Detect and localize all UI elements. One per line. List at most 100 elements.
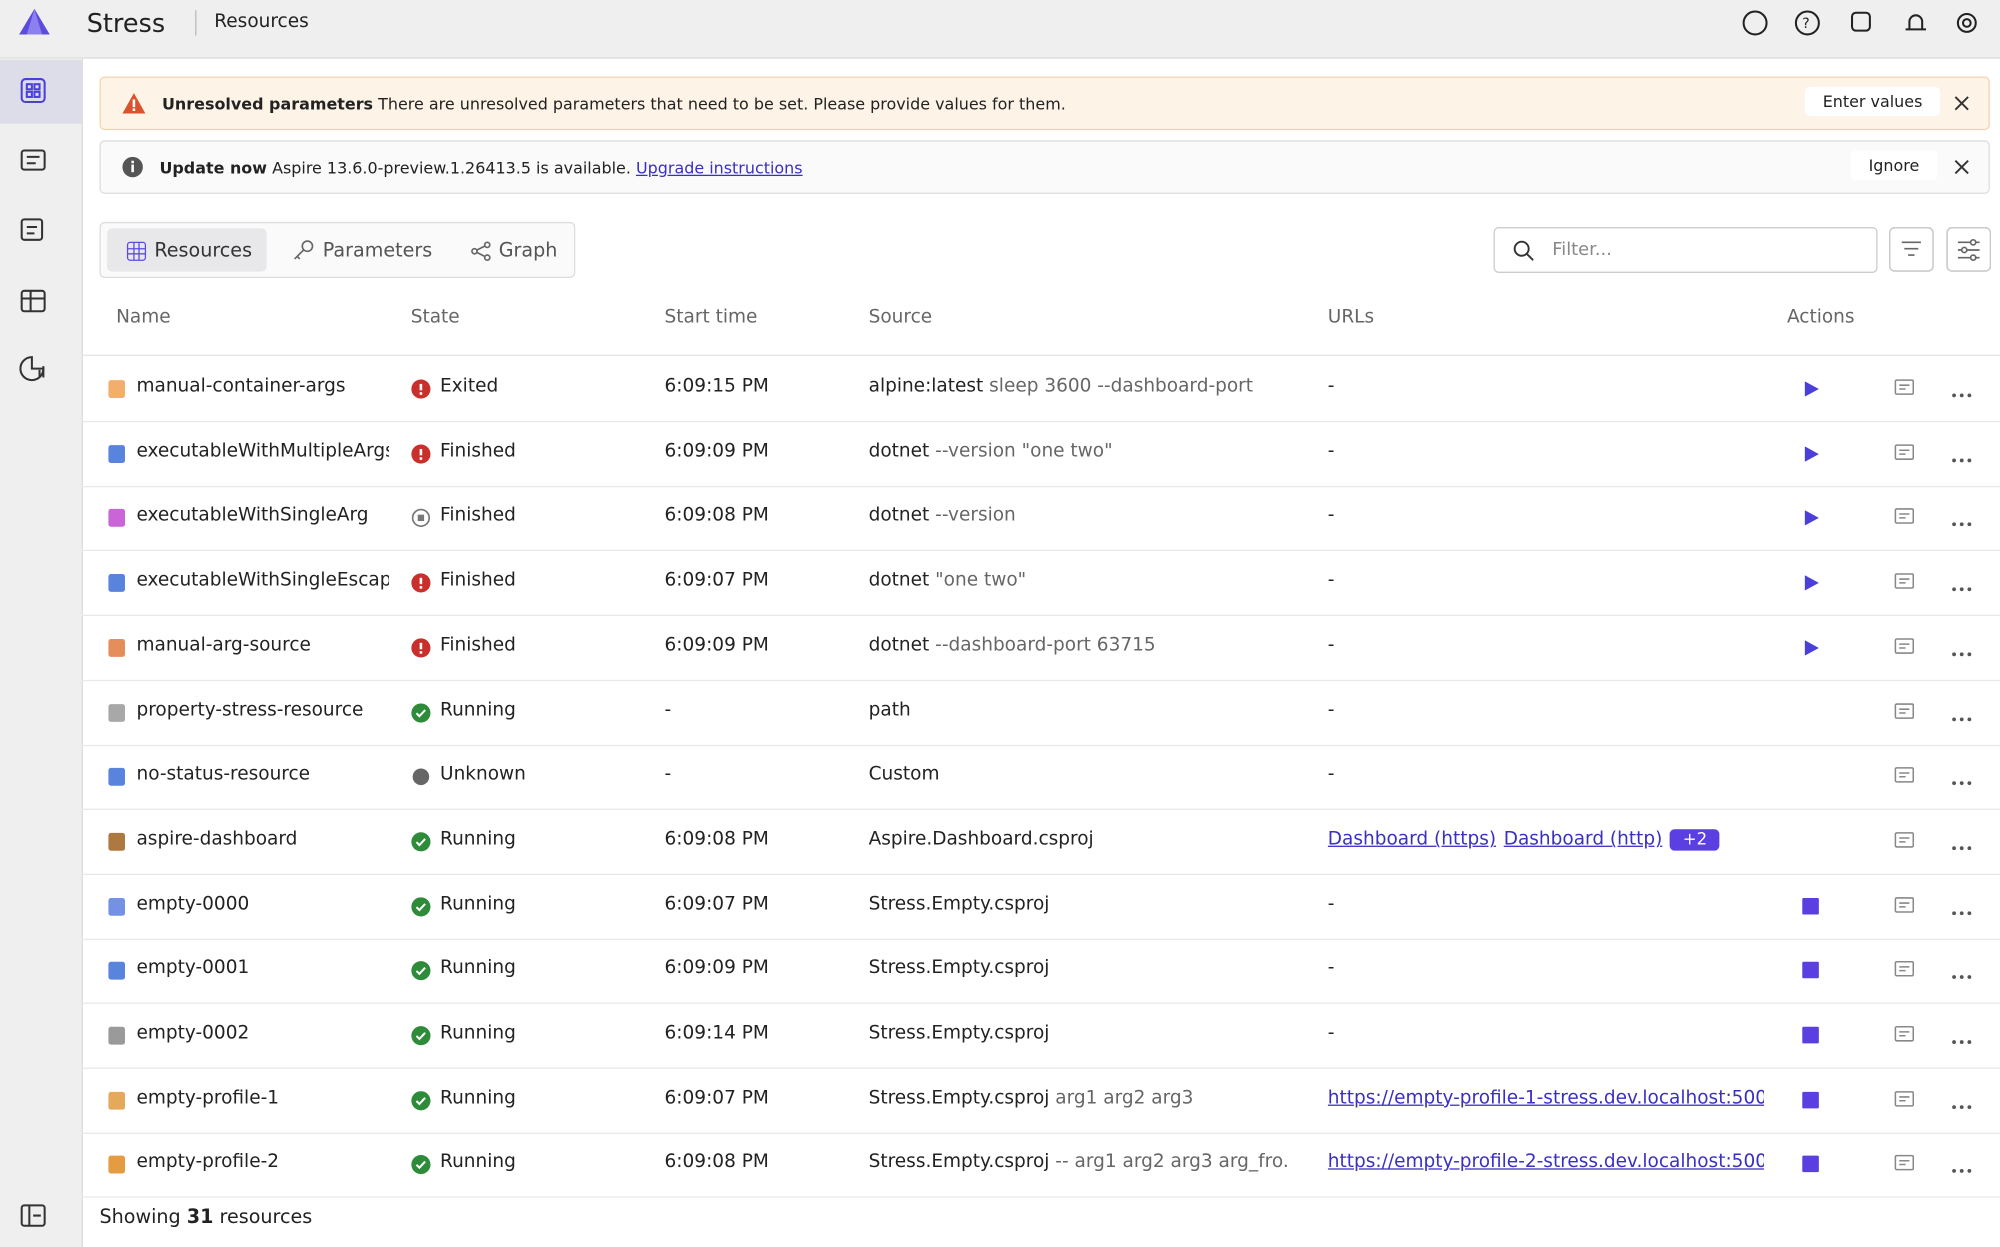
- tab[interactable]: Resources: [154, 238, 253, 262]
- more-button[interactable]: [1952, 513, 1972, 533]
- resource-icon: [108, 638, 125, 657]
- table-row[interactable]: aspire-dashboard Running 6:09:08 PM Aspire.…: [81, 810, 2000, 875]
- table-row[interactable]: manual-arg-source Finished 6:09:09 PM dotne…: [81, 616, 2000, 681]
- table-row[interactable]: executableWithSingleEscap Finished 6:09:07…: [81, 551, 2000, 617]
- details-button[interactable]: [1894, 1155, 1915, 1178]
- column-header: State: [410, 307, 460, 328]
- urls: -: [1328, 506, 1764, 526]
- resource-name: no-status-resource: [136, 764, 311, 785]
- action-stop[interactable]: [1801, 1155, 1821, 1181]
- sidebar: [0, 58, 83, 1247]
- start-time: 6:09:08 PM: [664, 828, 769, 850]
- details-button[interactable]: [1894, 767, 1915, 790]
- more-button[interactable]: [1952, 707, 1972, 727]
- more-button[interactable]: [1952, 837, 1972, 857]
- state: Finished: [440, 440, 516, 462]
- resource-name: aspire-dashboard: [136, 828, 298, 850]
- more-button[interactable]: [1952, 643, 1972, 663]
- details-button[interactable]: [1894, 443, 1915, 466]
- filter-buttons[interactable]: [1889, 227, 1992, 273]
- banner-link[interactable]: Upgrade instructions: [635, 157, 803, 177]
- start-time: 6:09:07 PM: [664, 893, 769, 915]
- table-row[interactable]: no-status-resource Unknown - Custom -: [81, 745, 2000, 811]
- action-stop[interactable]: [1801, 896, 1821, 922]
- close[interactable]: [1953, 158, 1971, 176]
- resource-icon: [108, 509, 125, 528]
- more-button[interactable]: [1952, 1160, 1972, 1180]
- details-button[interactable]: [1894, 637, 1915, 660]
- details-button[interactable]: [1894, 379, 1915, 402]
- table-row[interactable]: empty-profile-1 Running 6:09:07 PM Stress.E…: [81, 1068, 2000, 1134]
- details-button[interactable]: [1894, 1090, 1915, 1113]
- source-args: --version "one two": [935, 440, 1113, 462]
- banner-action[interactable]: Enter values: [1804, 86, 1941, 117]
- state-icon: [411, 443, 431, 469]
- banner-action[interactable]: Ignore: [1850, 150, 1938, 180]
- more-urls[interactable]: +2: [1669, 828, 1720, 851]
- resource-name: property-stress-resource: [136, 699, 364, 721]
- tab[interactable]: Parameters: [322, 238, 433, 262]
- resource-name: empty-profile-2: [136, 1152, 280, 1173]
- action-play[interactable]: [1801, 637, 1821, 663]
- url-link[interactable]: https://empty-profile-2-stress.dev.local…: [1327, 1152, 1765, 1173]
- resource-name: empty-0001: [136, 958, 250, 979]
- warning-banner: Unresolved parameters There are unresolv…: [99, 76, 1990, 131]
- table-row[interactable]: empty-0001 Running 6:09:09 PM Stress.Empty.…: [81, 939, 2000, 1005]
- more-button[interactable]: [1952, 901, 1972, 921]
- action-play[interactable]: [1801, 379, 1821, 405]
- url-link[interactable]: Dashboard (https): [1327, 829, 1497, 850]
- resource-count: 31: [186, 1205, 214, 1229]
- details-button[interactable]: [1894, 508, 1915, 531]
- svg-text:?: ?: [1802, 16, 1809, 32]
- table-row[interactable]: executableWithMultipleArgs Finished 6:09:0…: [81, 422, 2000, 487]
- source-main: dotnet: [868, 505, 930, 527]
- more-button[interactable]: [1952, 578, 1972, 598]
- state-icon: [411, 1026, 431, 1052]
- close[interactable]: [1953, 94, 1971, 112]
- start-time: 6:09:07 PM: [664, 1087, 769, 1109]
- state-icon: [411, 508, 431, 534]
- source-args: sleep 3600 --dashboard-port: [989, 376, 1254, 397]
- table-row[interactable]: empty-0002 Running 6:09:14 PM Stress.Empty.…: [81, 1004, 2000, 1069]
- resource-icon: [108, 1156, 125, 1174]
- details-button[interactable]: [1894, 1026, 1915, 1049]
- filter-input[interactable]: Filter...: [1493, 227, 1878, 273]
- more-button[interactable]: [1952, 384, 1972, 404]
- column-header: Actions: [1786, 307, 1855, 328]
- details-button[interactable]: [1894, 896, 1915, 919]
- url-link[interactable]: Dashboard (http): [1503, 829, 1663, 850]
- source-main: Aspire.Dashboard.csproj: [868, 828, 1094, 850]
- details-button[interactable]: [1894, 961, 1915, 984]
- more-button[interactable]: [1952, 1031, 1972, 1051]
- url-link[interactable]: https://empty-profile-1-stress.dev.local…: [1327, 1087, 1765, 1109]
- source-args: "one two": [935, 570, 1027, 591]
- url-empty: -: [1327, 699, 1335, 721]
- table-row[interactable]: executableWithSingleArg Finished 6:09:08 P…: [81, 486, 2000, 552]
- source: alpine:latest sleep 3600 --dashboard-por…: [869, 376, 1290, 396]
- action-stop[interactable]: [1801, 1090, 1821, 1116]
- action-play[interactable]: [1801, 508, 1821, 534]
- table-row[interactable]: property-stress-resource Running - path -: [81, 680, 2000, 746]
- details-button[interactable]: [1894, 702, 1915, 725]
- column-header: Name: [116, 307, 171, 328]
- action-stop[interactable]: [1801, 961, 1821, 987]
- more-button[interactable]: [1952, 1095, 1972, 1115]
- column-header: Start time: [664, 307, 758, 328]
- state: Running: [440, 1022, 516, 1044]
- action-play[interactable]: [1801, 573, 1821, 599]
- details-button[interactable]: [1894, 831, 1915, 854]
- table-row[interactable]: manual-container-args Exited 6:09:15 PM alp…: [81, 357, 2000, 423]
- details-button[interactable]: [1894, 573, 1915, 596]
- action-stop[interactable]: [1801, 1026, 1821, 1052]
- table-row[interactable]: empty-0000 Running 6:09:07 PM Stress.Empty.…: [81, 874, 2000, 940]
- tab[interactable]: Graph: [498, 238, 558, 262]
- table-row[interactable]: empty-profile-2 Running 6:09:08 PM Stress.E…: [81, 1133, 2000, 1199]
- header-icons[interactable]: ?: [1740, 9, 1982, 37]
- nav-icons[interactable]: [19, 77, 50, 409]
- more-button[interactable]: [1952, 966, 1972, 986]
- more-button[interactable]: [1952, 449, 1972, 469]
- more-button[interactable]: [1952, 772, 1972, 792]
- source: Stress.Empty.csproj arg1 arg2 arg3: [869, 1088, 1290, 1108]
- action-play[interactable]: [1801, 443, 1821, 469]
